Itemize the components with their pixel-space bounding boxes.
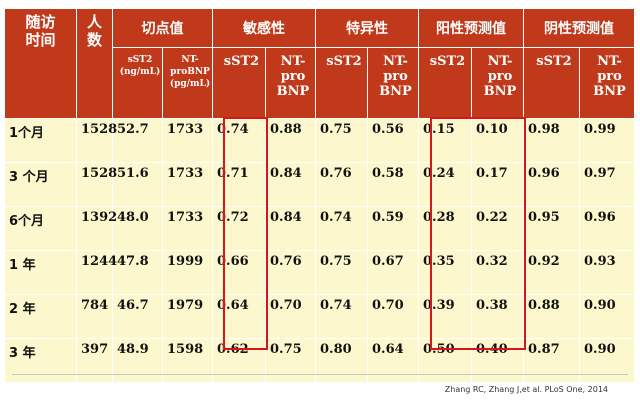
- cell-sens-bnp: 0.75: [265, 338, 316, 383]
- subheader-sens-sst2: sST2: [212, 47, 266, 119]
- cell-cut-sst2: 52.7: [112, 118, 163, 163]
- subheader-sens-ntprobnp: NT- pro BNP: [265, 47, 316, 119]
- cell-time: 1个月: [4, 118, 77, 163]
- cell-cut-sst2: 47.8: [112, 250, 163, 295]
- cell-ppv-sst2: 0.35: [418, 250, 472, 295]
- cell-ppv-sst2: 0.39: [418, 294, 472, 339]
- cell-spec-bnp: 0.59: [367, 206, 419, 251]
- cell-n: 1528: [76, 162, 117, 207]
- cell-spec-sst2: 0.74: [315, 294, 368, 339]
- cell-ppv-sst2: 0.24: [418, 162, 472, 207]
- cell-time: 1 年: [4, 250, 77, 295]
- cell-time: 6个月: [4, 206, 77, 251]
- cell-sens-sst2: 0.64: [212, 294, 266, 339]
- cell-n: 1244: [76, 250, 117, 295]
- subheader-npv-ntprobnp: NT- pro BNP: [579, 47, 635, 119]
- cell-npv-sst2: 0.95: [523, 206, 580, 251]
- cell-ppv-sst2: 0.50: [418, 338, 472, 383]
- cell-npv-bnp: 0.96: [579, 206, 635, 251]
- cell-cut-bnp: 1999: [162, 250, 213, 295]
- cell-npv-sst2: 0.87: [523, 338, 580, 383]
- cell-n: 1528: [76, 118, 117, 163]
- cell-npv-sst2: 0.88: [523, 294, 580, 339]
- subheader-cutoff-sst2: sST2 (ng/mL): [112, 47, 163, 119]
- cell-spec-bnp: 0.67: [367, 250, 419, 295]
- cell-cut-sst2: 51.6: [112, 162, 163, 207]
- cell-npv-bnp: 0.97: [579, 162, 635, 207]
- cell-ppv-sst2: 0.28: [418, 206, 472, 251]
- cell-cut-sst2: 46.7: [112, 294, 163, 339]
- cell-cut-bnp: 1733: [162, 206, 213, 251]
- header-count: 人 数: [76, 8, 113, 119]
- subheader-npv-sst2: sST2: [523, 47, 580, 119]
- header-ppv: 阳性预测值: [418, 8, 524, 48]
- cell-spec-sst2: 0.74: [315, 206, 368, 251]
- cell-cut-bnp: 1598: [162, 338, 213, 383]
- results-table-container: 随访 时间 人 数 切点值 敏感性 特异性 阳性预测值 阴性预测值 sST2 (…: [4, 8, 635, 383]
- cell-sens-bnp: 0.76: [265, 250, 316, 295]
- header-follow-up-time: 随访 时间: [4, 8, 77, 119]
- cell-npv-bnp: 0.93: [579, 250, 635, 295]
- header-specificity: 特异性: [315, 8, 419, 48]
- cell-npv-sst2: 0.98: [523, 118, 580, 163]
- citation: Zhang RC, Zhang J,et al. PLoS One, 2014: [444, 385, 608, 394]
- cell-spec-bnp: 0.56: [367, 118, 419, 163]
- table-row: 1 年 1244 47.8 1999 0.66 0.76 0.75 0.67 0.35 0.32 0…: [4, 250, 635, 295]
- cell-sens-sst2: 0.74: [212, 118, 266, 163]
- cell-sens-sst2: 0.66: [212, 250, 266, 295]
- cell-cut-bnp: 1733: [162, 118, 213, 163]
- cell-n: 1392: [76, 206, 117, 251]
- header-sensitivity: 敏感性: [212, 8, 316, 48]
- subheader-ppv-sst2: sST2: [418, 47, 472, 119]
- cell-spec-sst2: 0.76: [315, 162, 368, 207]
- cell-time: 3 个月: [4, 162, 77, 207]
- cell-sens-bnp: 0.70: [265, 294, 316, 339]
- cell-spec-bnp: 0.58: [367, 162, 419, 207]
- cell-spec-bnp: 0.70: [367, 294, 419, 339]
- subheader-cutoff-ntprobnp: NT- proBNP (pg/mL): [162, 47, 213, 119]
- cell-ppv-bnp: 0.40: [471, 338, 524, 383]
- results-table: 随访 时间 人 数 切点值 敏感性 特异性 阳性预测值 阴性预测值 sST2 (…: [4, 8, 635, 383]
- cell-spec-sst2: 0.75: [315, 250, 368, 295]
- table-row: 3 个月 1528 51.6 1733 0.71 0.84 0.76 0.58 0.24 0.17…: [4, 162, 635, 207]
- table-body: 1个月 1528 52.7 1733 0.74 0.88 0.75 0.56 0.15 0.10 0…: [4, 118, 635, 383]
- header-npv: 阴性预测值: [523, 8, 635, 48]
- cell-cut-sst2: 48.9: [112, 338, 163, 383]
- cell-npv-bnp: 0.90: [579, 338, 635, 383]
- cell-time: 2 年: [4, 294, 77, 339]
- subheader-spec-ntprobnp: NT- pro BNP: [367, 47, 419, 119]
- subheader-spec-sst2: sST2: [315, 47, 368, 119]
- table-row: 1个月 1528 52.7 1733 0.74 0.88 0.75 0.56 0.15 0.10 0…: [4, 118, 635, 163]
- table-row: 2 年 784 46.7 1979 0.64 0.70 0.74 0.70 0.39 0.38 0.…: [4, 294, 635, 339]
- cell-cut-sst2: 48.0: [112, 206, 163, 251]
- cell-npv-bnp: 0.99: [579, 118, 635, 163]
- cell-sens-bnp: 0.84: [265, 206, 316, 251]
- cell-spec-sst2: 0.80: [315, 338, 368, 383]
- highlight-box-ppv: [430, 117, 526, 350]
- cell-npv-sst2: 0.96: [523, 162, 580, 207]
- cell-spec-bnp: 0.64: [367, 338, 419, 383]
- cell-sens-bnp: 0.88: [265, 118, 316, 163]
- header-cutoff: 切点值: [112, 8, 213, 48]
- cell-sens-sst2: 0.72: [212, 206, 266, 251]
- cell-ppv-bnp: 0.22: [471, 206, 524, 251]
- cell-time: 3 年: [4, 338, 77, 383]
- cell-cut-bnp: 1979: [162, 294, 213, 339]
- cell-ppv-bnp: 0.17: [471, 162, 524, 207]
- highlight-box-sensitivity-sst2: [223, 117, 268, 350]
- cell-sens-bnp: 0.84: [265, 162, 316, 207]
- subheader-ppv-ntprobnp: NT- pro BNP: [471, 47, 524, 119]
- cell-npv-sst2: 0.92: [523, 250, 580, 295]
- cell-n: 397: [76, 338, 113, 383]
- table-row: 3 年 397 48.9 1598 0.62 0.75 0.80 0.64 0.50 0.40 0.…: [4, 338, 635, 383]
- cell-cut-bnp: 1733: [162, 162, 213, 207]
- cell-n: 784: [76, 294, 113, 339]
- cell-npv-bnp: 0.90: [579, 294, 635, 339]
- footer-divider: [12, 374, 628, 375]
- cell-ppv-bnp: 0.38: [471, 294, 524, 339]
- cell-spec-sst2: 0.75: [315, 118, 368, 163]
- table-row: 6个月 1392 48.0 1733 0.72 0.84 0.74 0.59 0.28 0.22 0…: [4, 206, 635, 251]
- cell-ppv-bnp: 0.32: [471, 250, 524, 295]
